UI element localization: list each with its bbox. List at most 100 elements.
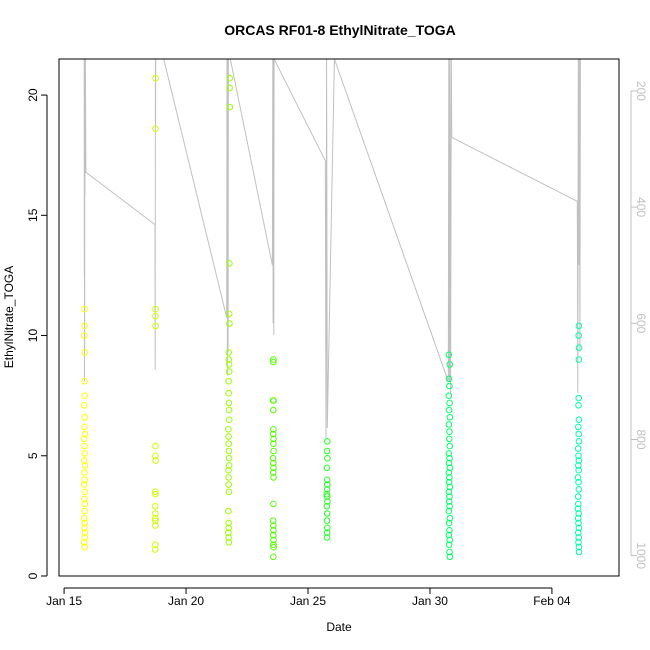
data-point-series-6 [445,392,453,400]
data-point-series-1 [81,469,88,476]
y-axis: 0 5 10 15 20 [26,88,48,579]
data-point-series-7 [575,430,583,438]
data-point-series-7 [575,519,582,527]
x-tick-label: Jan 25 [290,594,326,608]
data-point-series-5 [324,524,331,532]
right-tick-label: 1000 [634,542,648,569]
data-point-series-4 [269,430,277,438]
data-point-series-2 [151,546,159,553]
altitude-line [83,58,581,440]
data-point-series-2 [152,442,159,450]
data-point-series-3 [225,349,232,356]
data-point-series-4 [269,531,277,539]
data-point-series-1 [81,495,88,503]
data-point-series-7 [575,462,582,469]
data-point-series-1 [81,414,89,421]
data-point-series-1 [80,481,88,488]
data-point-series-3 [225,466,232,474]
data-point-series-7 [575,486,583,493]
data-point-series-7 [575,478,582,486]
data-point-series-6 [445,435,453,443]
data-point-series-1 [81,500,89,508]
data-point-series-6 [446,503,453,510]
data-point-series-3 [225,507,232,515]
data-point-series-4 [269,469,277,476]
data-point-series-1 [81,457,88,464]
data-point-series-1 [81,543,89,551]
data-point-series-5 [323,529,331,537]
data-point-series-6 [446,553,454,561]
data-point-series-5 [323,517,331,525]
data-point-series-3 [225,529,232,537]
data-point-series-4 [270,500,277,508]
data-point-series-5 [323,503,331,510]
data-point-series-1 [81,322,88,330]
data-point-series-3 [225,361,233,368]
y-tick-label: 15 [26,208,40,222]
data-point-series-2 [152,452,159,460]
data-point-series-3 [225,399,233,407]
data-point-series-7 [575,394,583,402]
data-point-series-3 [226,74,233,82]
data-point-series-6 [445,351,453,359]
data-point-series-6 [445,459,453,467]
data-point-series-6 [445,375,453,383]
data-point-series-7 [575,510,583,517]
data-point-series-6 [446,515,454,522]
data-point-series-4 [270,440,277,448]
data-point-series-4 [270,536,277,544]
data-point-series-6 [446,483,454,491]
data-point-series-7 [575,524,583,532]
data-point-series-3 [225,440,232,448]
data-point-series-6 [446,382,453,390]
data-point-series-7 [575,500,582,508]
data-point-series-7 [574,474,582,481]
data-point-series-7 [575,402,582,409]
data-point-series-6 [446,474,453,481]
data-point-series-4 [270,541,277,549]
data-point-series-3 [225,368,233,375]
data-point-series-6 [445,531,453,539]
data-point-series-1 [80,402,88,409]
right-axis: 200 400 600 800 1000 [630,81,648,569]
data-point-series-4 [269,517,277,525]
data-point-series-1 [81,349,88,356]
data-point-series-7 [575,466,583,474]
data-point-series-4 [270,447,277,455]
data-point-series-3 [225,462,233,469]
data-point-series-4 [270,459,277,467]
right-tick-label: 400 [634,197,648,217]
data-point-series-1 [81,450,88,457]
data-point-series-4 [270,358,277,366]
x-tick-label: Jan 15 [46,594,82,608]
data-point-series-7 [575,356,583,363]
data-point-series-1 [81,442,88,450]
data-point-series-2 [152,488,159,496]
data-point-series-2 [151,503,159,510]
data-point-series-6 [445,450,453,457]
data-point-series-3 [225,534,232,541]
data-point-series-5 [323,464,331,472]
data-point-series-2 [152,457,159,464]
data-point-series-3 [225,377,232,385]
data-point-series-3 [226,320,233,327]
x-axis-label: Date [326,620,352,634]
data-point-series-6 [446,361,454,368]
data-point-series-3 [225,426,232,433]
data-point-series-4 [270,435,277,443]
data-point-series-7 [575,416,583,424]
scatter-points [80,74,583,561]
data-point-series-7 [574,493,582,500]
data-point-series-7 [575,438,583,445]
data-point-series-1 [81,507,88,515]
data-point-series-4 [270,356,277,363]
data-point-series-5 [323,447,331,455]
x-axis: Jan 15 Jan 20 Jan 25 Jan 30 Feb 04 [46,587,571,608]
data-point-series-3 [225,474,232,481]
data-point-series-7 [575,534,583,541]
x-tick-label: Jan 30 [412,594,448,608]
data-point-series-6 [446,527,453,534]
data-point-series-6 [445,469,453,476]
data-point-series-5 [323,476,331,484]
